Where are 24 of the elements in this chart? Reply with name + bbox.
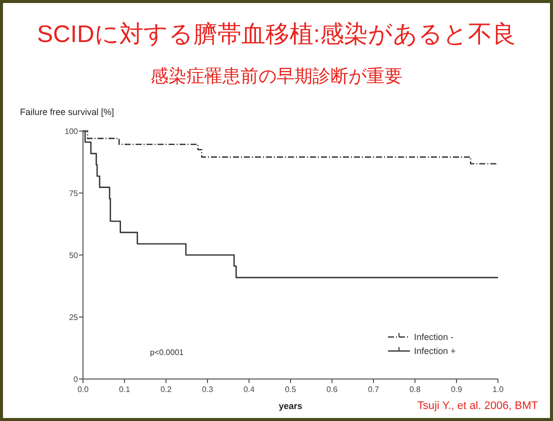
x-tick-label: 0.2 <box>160 385 172 394</box>
chart-subtitle: 感染症罹患前の早期診断が重要 <box>150 66 402 86</box>
chart-title: SCIDに対する臍帯血移植:感染があると不良 <box>36 21 516 48</box>
x-tick-label: 1.0 <box>492 385 504 394</box>
x-tick-label: 0.6 <box>326 385 338 394</box>
y-tick-label: 25 <box>69 313 79 322</box>
x-tick-label: 0.5 <box>284 385 297 394</box>
x-tick-label: 0.0 <box>77 385 90 394</box>
x-tick-label: 0.4 <box>243 385 256 394</box>
x-axis-title: years <box>278 401 302 411</box>
legend-label: Infection - <box>414 332 454 342</box>
annotation: p<0.0001 <box>150 348 184 357</box>
y-tick-label: 0 <box>74 375 79 384</box>
y-axis-title: Failure free survival [%] <box>20 107 114 117</box>
x-tick-label: 0.1 <box>118 385 131 394</box>
y-tick-label: 75 <box>69 189 79 198</box>
y-tick-label: 50 <box>69 251 79 260</box>
text: Tsuji Y., et al. 2006, BMT <box>417 400 538 412</box>
x-tick-label: 0.3 <box>202 385 214 394</box>
y-tick-label: 100 <box>64 127 79 136</box>
legend-label: Infection + <box>414 346 456 356</box>
x-tick-label: 0.7 <box>368 385 380 394</box>
x-tick-label: 0.9 <box>450 385 463 394</box>
x-tick-label: 0.8 <box>409 385 422 394</box>
